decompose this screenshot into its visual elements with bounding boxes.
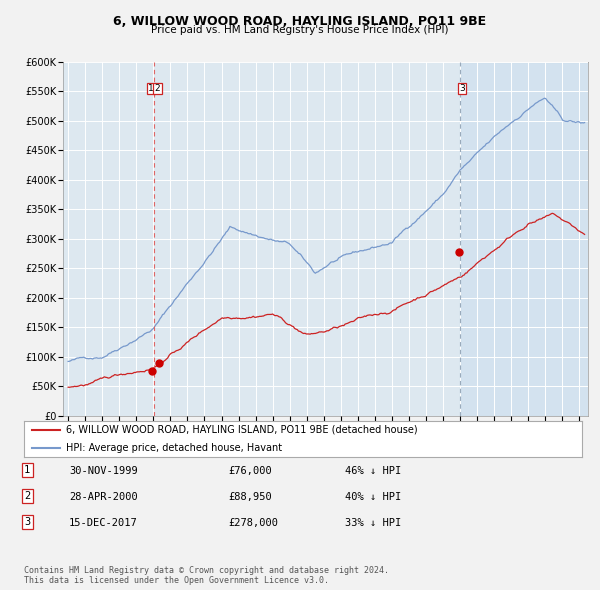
Text: £76,000: £76,000 (228, 466, 272, 476)
Text: 3: 3 (459, 84, 465, 93)
Text: 33% ↓ HPI: 33% ↓ HPI (345, 518, 401, 528)
Text: 6, WILLOW WOOD ROAD, HAYLING ISLAND, PO11 9BE (detached house): 6, WILLOW WOOD ROAD, HAYLING ISLAND, PO1… (66, 425, 418, 435)
Text: 3: 3 (24, 517, 30, 527)
Text: 2: 2 (155, 84, 160, 93)
Text: HPI: Average price, detached house, Havant: HPI: Average price, detached house, Hava… (66, 443, 282, 453)
Bar (460, 62, 600, 416)
Text: Price paid vs. HM Land Registry's House Price Index (HPI): Price paid vs. HM Land Registry's House … (151, 25, 449, 35)
Text: Contains HM Land Registry data © Crown copyright and database right 2024.
This d: Contains HM Land Registry data © Crown c… (24, 566, 389, 585)
Text: £88,950: £88,950 (228, 492, 272, 502)
Text: 40% ↓ HPI: 40% ↓ HPI (345, 492, 401, 502)
Text: 1: 1 (24, 465, 30, 475)
Text: 2: 2 (24, 491, 30, 501)
Text: 46% ↓ HPI: 46% ↓ HPI (345, 466, 401, 476)
Text: 30-NOV-1999: 30-NOV-1999 (69, 466, 138, 476)
Text: 1: 1 (148, 84, 154, 93)
Text: 15-DEC-2017: 15-DEC-2017 (69, 518, 138, 528)
Text: £278,000: £278,000 (228, 518, 278, 528)
Text: 6, WILLOW WOOD ROAD, HAYLING ISLAND, PO11 9BE: 6, WILLOW WOOD ROAD, HAYLING ISLAND, PO1… (113, 15, 487, 28)
Text: 28-APR-2000: 28-APR-2000 (69, 492, 138, 502)
